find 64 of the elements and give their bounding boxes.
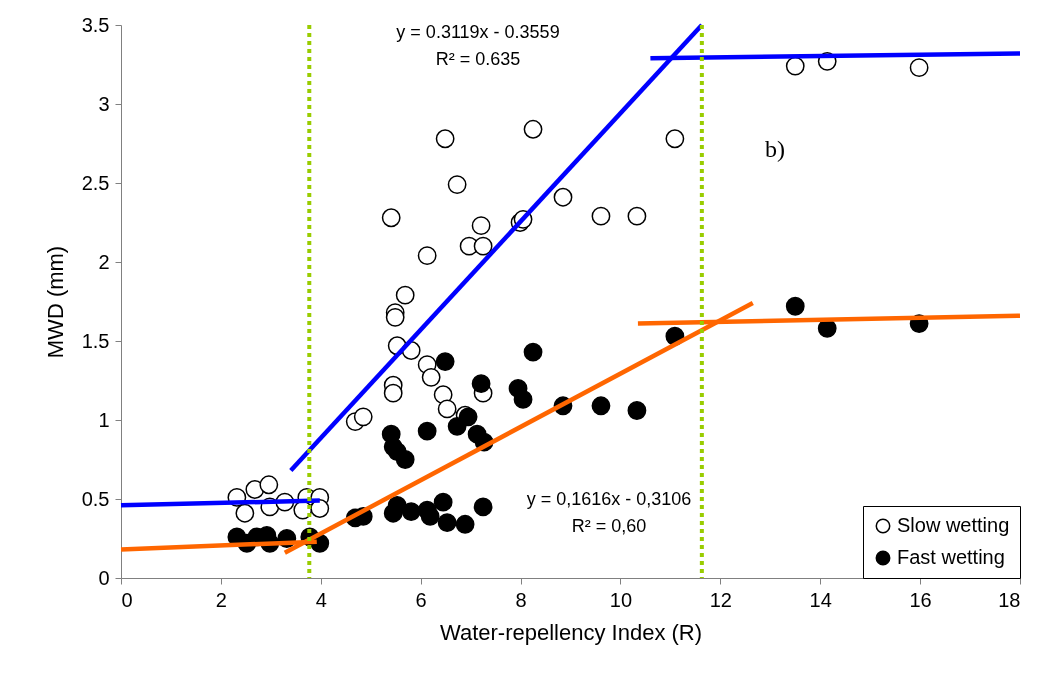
legend-label: Fast wetting [897, 546, 1005, 568]
point [785, 296, 805, 316]
point [523, 119, 543, 139]
y-tick-label: 3 [98, 92, 110, 115]
point [785, 56, 805, 76]
point [310, 499, 330, 518]
point [437, 513, 457, 533]
point [627, 206, 647, 226]
annotation: R² = 0.635 [435, 49, 521, 69]
point [401, 502, 421, 522]
legend-label: Slow wetting [897, 514, 1010, 536]
point [417, 421, 437, 441]
point [591, 396, 611, 416]
x-tick-label: 4 [315, 588, 327, 611]
y-tick-label: 3.5 [81, 13, 110, 36]
x-tick-label: 8 [515, 588, 527, 611]
y-tick-label: 0.5 [81, 487, 110, 510]
point [435, 352, 455, 371]
y-tick-label: 0 [98, 566, 110, 589]
annotation: b) [765, 136, 785, 162]
x-tick-label: 0 [121, 588, 133, 611]
point [513, 390, 533, 409]
annotation: y = 0.3119x - 0.3559 [396, 22, 560, 42]
point [553, 187, 573, 207]
x-tick-label: 2 [215, 588, 227, 611]
point [421, 367, 441, 387]
point [395, 450, 415, 469]
point [435, 129, 455, 149]
x-axis-title: Water-repellency Index (R) [439, 619, 703, 645]
point [523, 342, 543, 362]
point [353, 407, 373, 427]
point [437, 399, 457, 419]
y-tick-label: 2.5 [81, 171, 110, 194]
x-tick-label: 16 [909, 588, 932, 611]
point [259, 475, 279, 495]
point [235, 503, 255, 523]
point [471, 374, 491, 394]
y-tick-label: 1 [98, 408, 110, 431]
point [385, 307, 405, 327]
annotation: R² = 0,60 [571, 516, 647, 536]
x-tick-label: 6 [415, 588, 427, 611]
point [627, 401, 647, 420]
point [447, 175, 467, 194]
x-tick-label: 14 [809, 588, 832, 611]
annotation: y = 0,1616x - 0,3106 [526, 489, 692, 509]
point [420, 506, 440, 526]
x-tick-label: 12 [709, 588, 732, 611]
x-tick-label: 18 [998, 588, 1021, 611]
point [383, 383, 403, 403]
y-tick-label: 2 [98, 250, 110, 273]
point [381, 208, 401, 228]
point [473, 497, 493, 517]
point [665, 129, 685, 149]
point [591, 206, 611, 226]
y-tick-label: 1.5 [81, 329, 110, 352]
point [455, 514, 475, 534]
point [433, 492, 453, 512]
point [909, 58, 929, 78]
point [471, 216, 491, 236]
point [417, 246, 437, 266]
point [395, 285, 415, 305]
x-tick-label: 10 [609, 588, 633, 611]
y-axis-title: MWD (mm) [42, 245, 68, 359]
point [473, 236, 493, 256]
